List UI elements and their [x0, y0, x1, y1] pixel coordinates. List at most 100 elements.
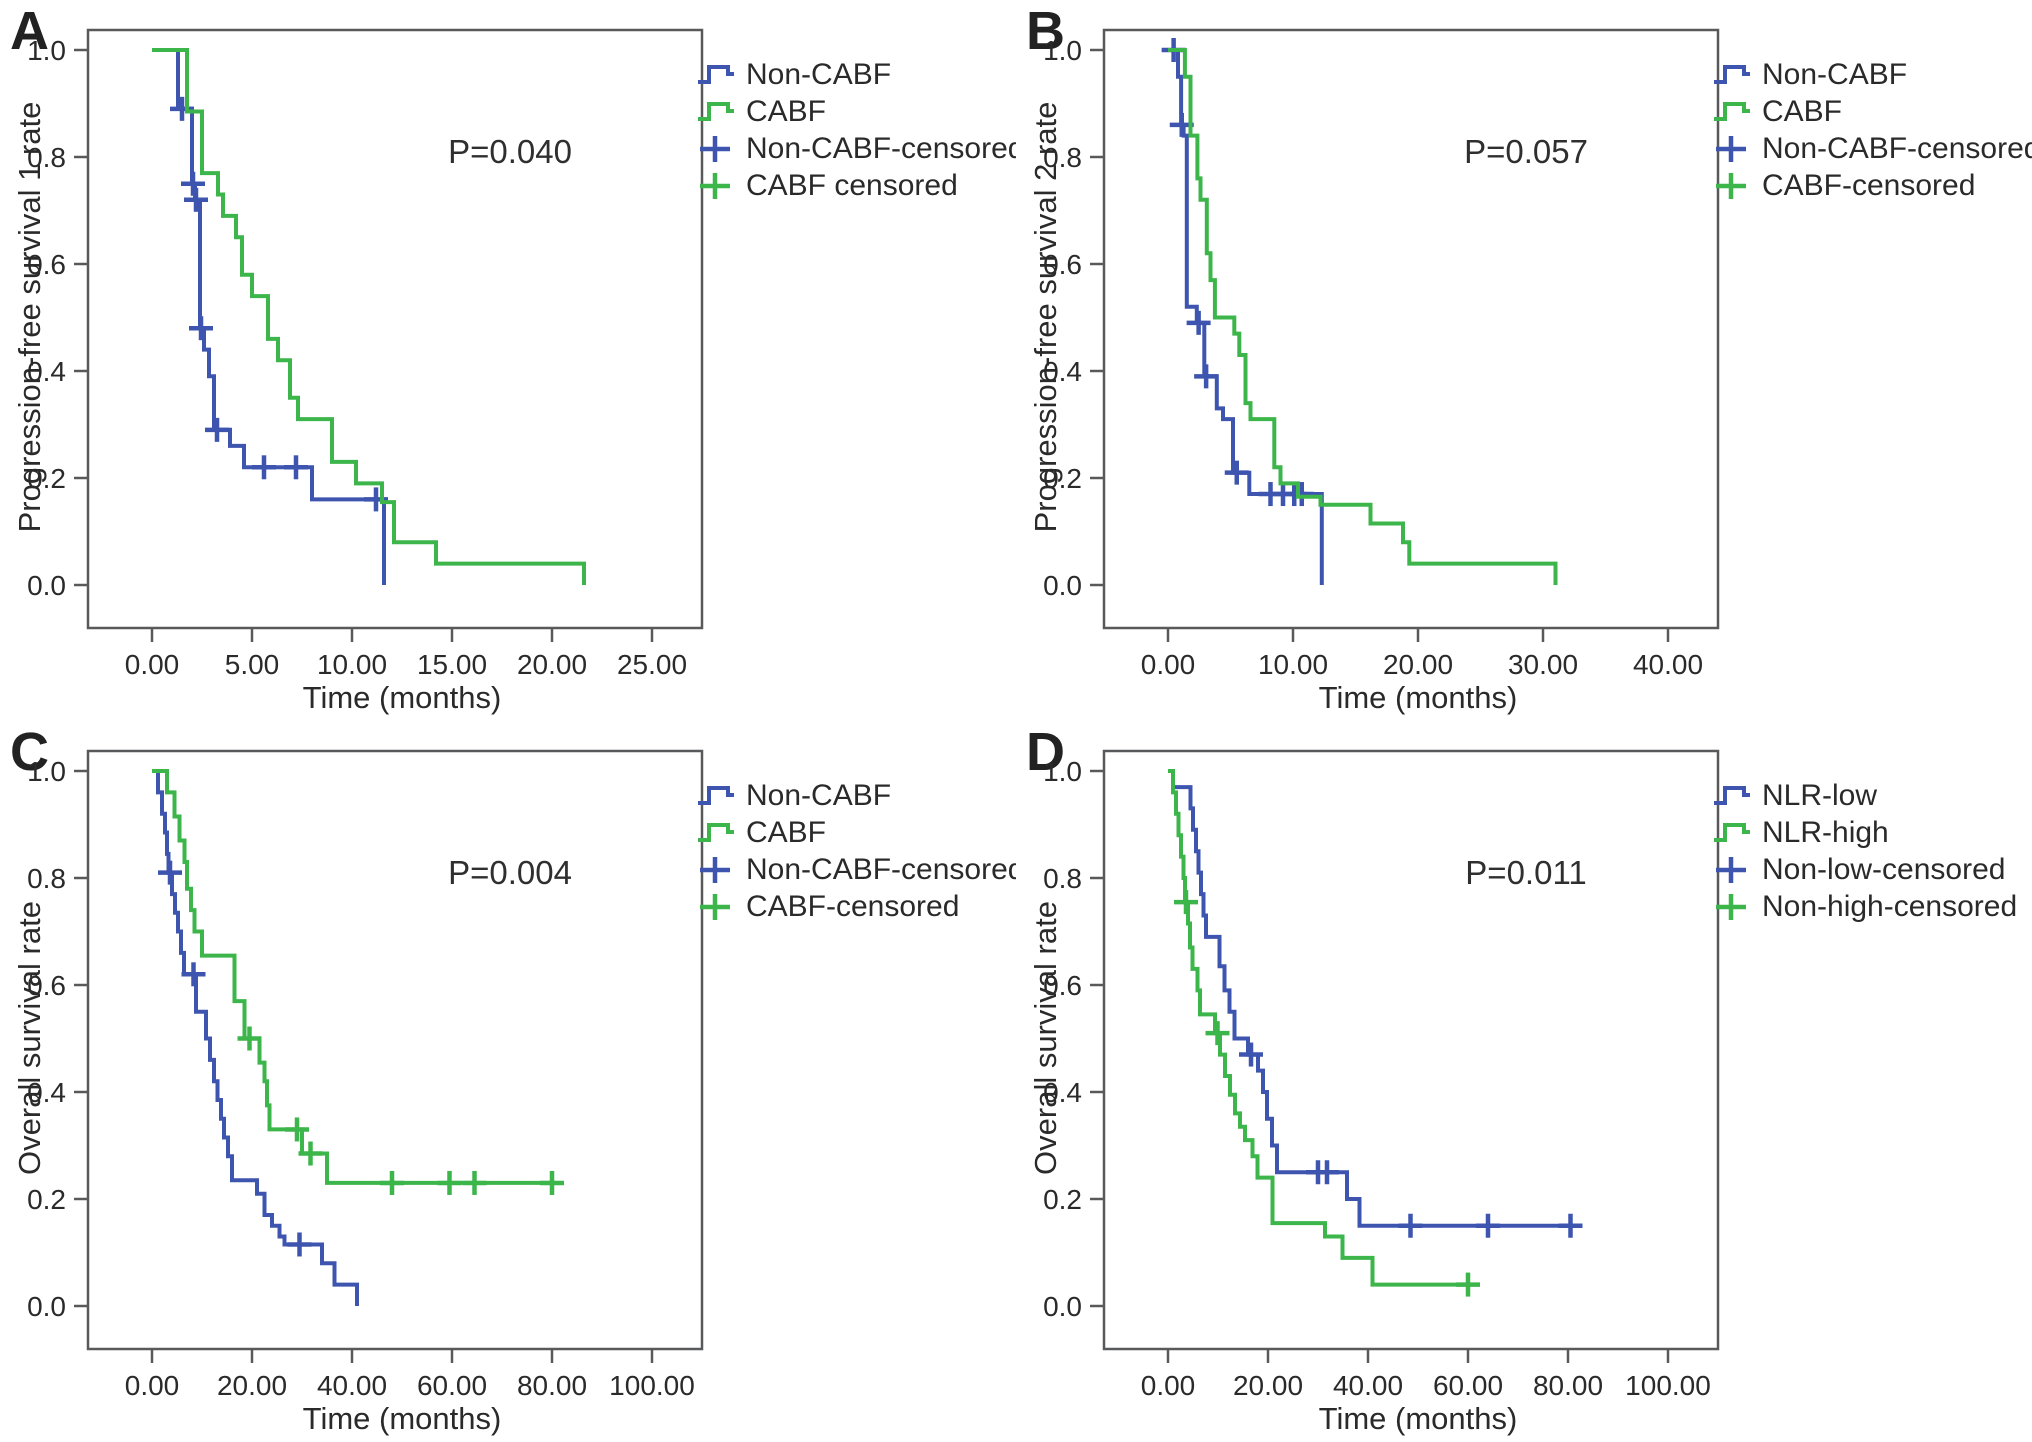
- step-line-icon: [1714, 64, 1750, 84]
- km-curve-cabf: [1168, 48, 1558, 585]
- x-tick-label: 30.00: [1508, 649, 1578, 680]
- y-tick-label: 0.6: [27, 249, 66, 280]
- km-curve-non-cabf: [152, 769, 359, 1306]
- legend: Non-CABF CABF Non-CABF-censored CABF censor…: [696, 56, 1024, 204]
- y-tick-label: 0.4: [27, 1077, 66, 1108]
- y-tick-label: 0.8: [1043, 863, 1082, 894]
- y-axis-ticks: 1.0 0.8 0.6 0.4 0.2 0.0: [1043, 35, 1104, 601]
- x-tick-label: 80.00: [517, 1370, 587, 1401]
- x-axis-ticks: 0.00 10.00 20.00 30.00 40.00: [1141, 628, 1703, 680]
- x-axis-ticks: 0.00 20.00 40.00 60.00 80.00 100.00: [125, 1349, 695, 1401]
- plot-frame: [1102, 28, 1720, 630]
- legend-label: Non-CABF-censored: [746, 131, 1025, 165]
- panel-b: B Progression-free survival 2 rate 1.0 0.…: [1016, 0, 2032, 721]
- censor-marks-non-cabf: [158, 860, 312, 1257]
- y-tick-label: 0.8: [27, 863, 66, 894]
- step-line-icon: [1714, 822, 1750, 842]
- y-tick-label: 0.6: [27, 970, 66, 1001]
- x-axis-ticks: 0.00 20.00 40.00 60.00 80.00 100.00: [1141, 1349, 1711, 1401]
- censored-plus-icon: [700, 856, 730, 883]
- km-plot: 1.0 0.8 0.6 0.4 0.2 0.0 0.00 5.00 10.00 15.00 20.0…: [27, 28, 704, 680]
- legend-label: Non-low-censored: [1762, 852, 2006, 886]
- legend-label: CABF: [746, 94, 827, 128]
- panel-letter: D: [1026, 722, 1066, 782]
- y-tick-label: 0.8: [1043, 142, 1082, 173]
- x-tick-label: 100.00: [609, 1370, 695, 1401]
- legend-item: Non-CABF: [1712, 56, 2032, 93]
- censored-plus-icon: [700, 172, 730, 199]
- legend-item: NLR-low: [1712, 777, 2017, 814]
- legend-item: Non-CABF-censored: [696, 130, 1024, 167]
- panel-c: C Overall survival rate 1.0 0.8 0.6 0.4 0.2 0…: [0, 721, 1024, 1442]
- x-tick-label: 15.00: [417, 649, 487, 680]
- censor-marks-non-cabf: [170, 96, 388, 512]
- km-plot: 1.0 0.8 0.6 0.4 0.2 0.0 0.00 20.00 40.00 60.00 80.…: [27, 749, 704, 1401]
- legend-label: Non-CABF: [746, 778, 892, 812]
- x-tick-label: 60.00: [417, 1370, 487, 1401]
- p-value: P=0.011: [1465, 854, 1587, 891]
- panel-letter: A: [10, 1, 50, 61]
- plot-frame: [86, 749, 704, 1351]
- legend-item: CABF censored: [696, 167, 1024, 204]
- legend-item: Non-CABF: [696, 56, 1024, 93]
- x-tick-label: 40.00: [317, 1370, 387, 1401]
- legend-label: Non-CABF-censored: [1762, 131, 2032, 165]
- step-line-icon: [1714, 101, 1750, 121]
- legend-item: CABF: [1712, 93, 2032, 130]
- y-axis-ticks: 1.0 0.8 0.6 0.4 0.2 0.0: [27, 756, 88, 1322]
- y-tick-label: 0.6: [1043, 249, 1082, 280]
- x-tick-label: 20.00: [1233, 1370, 1303, 1401]
- legend: Non-CABF CABF Non-CABF-censored CABF-censor…: [696, 777, 1024, 925]
- step-line-icon: [698, 822, 734, 842]
- censor-marks-cabf: [237, 1026, 564, 1195]
- x-tick-label: 10.00: [1258, 649, 1328, 680]
- y-tick-label: 0.8: [27, 142, 66, 173]
- censor-marks-non-cabf: [1161, 38, 1314, 507]
- x-tick-label: 0.00: [125, 1370, 180, 1401]
- y-tick-label: 0.2: [1043, 463, 1082, 494]
- panel-d: D Overall survival rate 1.0 0.8 0.6 0.4 0.2 0…: [1016, 721, 2032, 1442]
- legend-item: CABF: [696, 814, 1024, 851]
- step-line-icon: [698, 785, 734, 805]
- legend-item: CABF-censored: [696, 888, 1024, 925]
- panel-letter: C: [10, 722, 50, 782]
- legend-label: CABF: [746, 815, 827, 849]
- x-axis-ticks: 0.00 5.00 10.00 15.00 20.00 25.00: [125, 628, 687, 680]
- y-tick-label: 0.0: [1043, 570, 1082, 601]
- legend: NLR-low NLR-high Non-low-censored Non-high-…: [1712, 777, 2017, 925]
- y-tick-label: 1.0: [1043, 756, 1082, 787]
- y-tick-label: 0.4: [1043, 1077, 1082, 1108]
- km-curve-nlr-low: [1168, 769, 1573, 1228]
- x-tick-label: 60.00: [1433, 1370, 1503, 1401]
- p-value: P=0.057: [1464, 133, 1588, 170]
- x-tick-label: 20.00: [1383, 649, 1453, 680]
- x-axis-label: Time (months): [302, 680, 502, 715]
- p-value: P=0.040: [448, 133, 572, 170]
- plot-frame: [1102, 749, 1720, 1351]
- y-tick-label: 0.0: [27, 1291, 66, 1322]
- y-tick-label: 1.0: [27, 756, 66, 787]
- plot-frame: [86, 28, 704, 630]
- y-tick-label: 1.0: [1043, 35, 1082, 66]
- legend-item: Non-high-censored: [1712, 888, 2017, 925]
- censor-marks-nlr-high: [1174, 890, 1480, 1297]
- legend-item: Non-CABF-censored: [696, 851, 1024, 888]
- censored-plus-icon: [1716, 893, 1746, 920]
- legend-item: Non-CABF: [696, 777, 1024, 814]
- x-tick-label: 25.00: [617, 649, 687, 680]
- x-axis-label: Time (months): [302, 1401, 502, 1436]
- y-tick-label: 0.2: [27, 463, 66, 494]
- y-axis-ticks: 1.0 0.8 0.6 0.4 0.2 0.0: [1043, 756, 1104, 1322]
- censored-plus-icon: [700, 135, 730, 162]
- y-tick-label: 0.2: [1043, 1184, 1082, 1215]
- y-tick-label: 0.0: [1043, 1291, 1082, 1322]
- x-tick-label: 10.00: [317, 649, 387, 680]
- km-plot: 1.0 0.8 0.6 0.4 0.2 0.0 0.00 20.00 40.00 60.00 80.…: [1043, 749, 1720, 1401]
- p-value: P=0.004: [448, 854, 572, 891]
- censored-plus-icon: [700, 893, 730, 920]
- legend-label: NLR-low: [1762, 778, 1878, 812]
- km-plot: 1.0 0.8 0.6 0.4 0.2 0.0 0.00 10.00 20.00 30.00 40.…: [1043, 28, 1720, 680]
- censored-plus-icon: [1716, 135, 1746, 162]
- censored-plus-icon: [1716, 856, 1746, 883]
